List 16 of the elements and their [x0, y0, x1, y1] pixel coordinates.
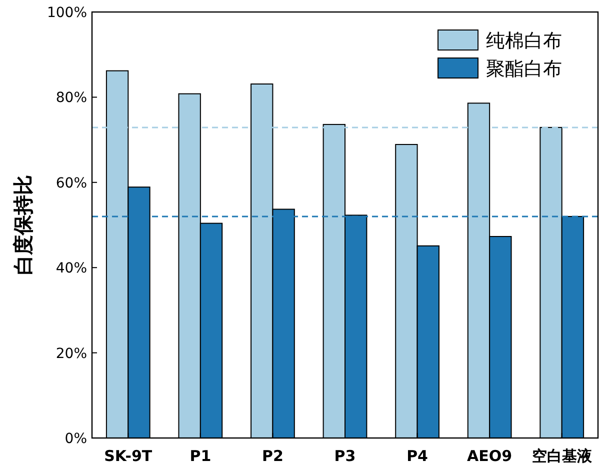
x-tick-label: P4 [406, 447, 428, 465]
y-tick-label: 40% [56, 260, 87, 277]
y-tick-label: 0% [64, 431, 87, 447]
x-tick-label: SK-9T [104, 447, 153, 465]
y-tick-label: 100% [46, 5, 87, 21]
y-tick-label: 20% [56, 346, 87, 362]
legend-label: 聚酯白布 [486, 58, 562, 80]
x-tick-label: 空白基液 [532, 447, 593, 465]
y-tick-label: 80% [56, 90, 87, 106]
y-axis-title: 白度保持比 [11, 175, 35, 275]
x-tick-label: P2 [262, 447, 284, 465]
x-tick-label: P3 [334, 447, 356, 465]
legend-label: 纯棉白布 [486, 30, 562, 52]
x-tick-label: P1 [190, 447, 212, 465]
x-tick-label: AEO9 [467, 447, 512, 465]
y-tick-label: 60% [56, 175, 87, 192]
